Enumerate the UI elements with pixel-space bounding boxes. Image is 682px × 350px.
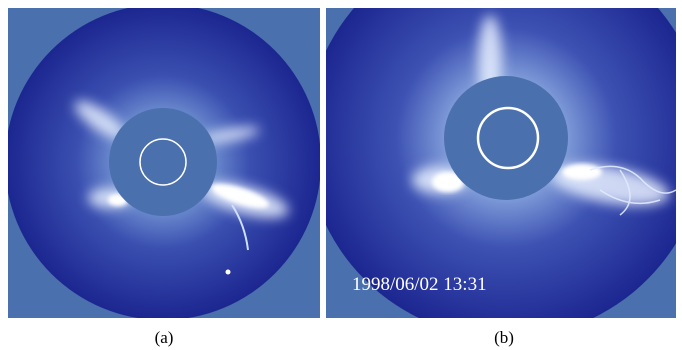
- panel-label: (a): [155, 328, 174, 347]
- panel-b-image: 1998/06/02 13:31: [306, 0, 682, 338]
- figure: 1998/06/02 13:31 (a) (b): [0, 0, 682, 350]
- panel-label: (b): [494, 328, 514, 347]
- panel-a-image: [5, 4, 321, 320]
- timestamp: 1998/06/02 13:31: [352, 274, 487, 295]
